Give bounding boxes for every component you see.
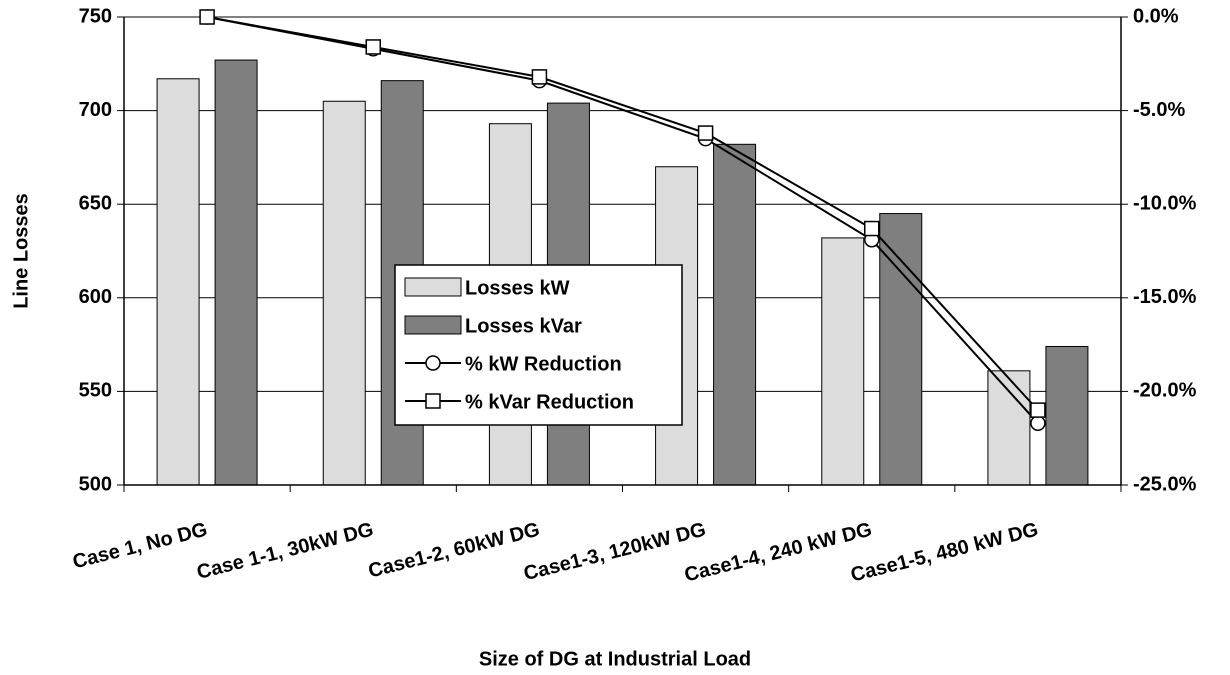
line-marker [365,39,381,55]
x-tick-label: Case1-2, 60kW DG [366,519,542,583]
x-tick-label: Case 1-1, 30kW DG [195,519,376,584]
x-axis-title: Size of DG at Industrial Load [479,648,751,670]
y-tick-label: 500 [79,473,112,495]
bar [156,78,200,486]
y-axis-title: Line Losses [10,193,32,309]
legend-marker [425,355,441,371]
line-marker [531,69,548,85]
bar [214,59,258,486]
legend-label: Losses kVar [465,315,582,337]
x-tick-label: Case1-5, 480 kW DG [848,519,1040,587]
y2-tick-label: -20.0% [1133,380,1197,402]
x-tick-label: Case1-3, 120kW DG [522,519,709,586]
series-line [206,16,1039,424]
y-tick-label: 600 [79,286,112,308]
series-line [206,16,1039,411]
line-marker [199,9,215,25]
legend-marker [425,393,441,409]
x-tick-label: Case1-4, 240 kW DG [682,519,874,587]
legend-swatch [404,315,462,335]
legend-label: Losses kW [465,277,570,299]
y2-tick-label: -25.0% [1133,473,1197,495]
y-tick-label: 650 [79,192,112,214]
legend-label: % kVar Reduction [465,391,634,413]
line-marker [697,125,714,141]
y-tick-label: 550 [79,380,112,402]
y2-tick-label: 0.0% [1133,5,1179,27]
y2-tick-label: -10.0% [1133,192,1197,214]
line-marker [1030,402,1046,418]
bar [821,237,865,486]
line-marker [864,220,880,237]
x-tick-label: Case 1, No DG [71,519,210,574]
y2-tick-label: -5.0% [1133,99,1185,121]
y2-tick-label: -15.0% [1133,286,1197,308]
legend-swatch [404,277,462,297]
bar [713,143,757,486]
y-tick-label: 750 [79,5,112,27]
line-marker [1030,415,1046,431]
bar [322,100,366,486]
legend-label: % kW Reduction [465,353,622,375]
bar [1045,345,1089,486]
y-tick-label: 700 [79,99,112,121]
bar [987,370,1031,486]
